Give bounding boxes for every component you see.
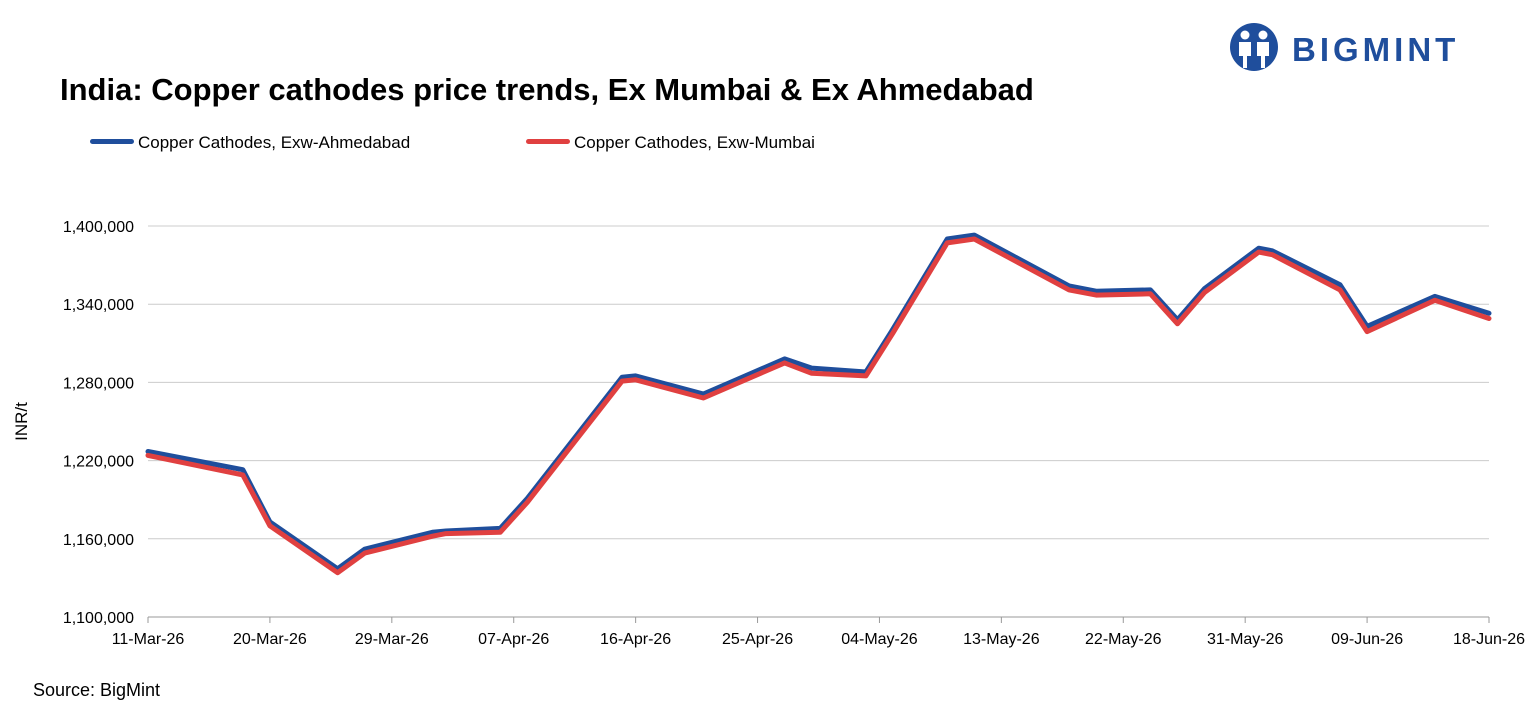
brand-name: BIGMINT: [1292, 31, 1459, 68]
x-tick-label: 09-Jun-26: [1331, 631, 1403, 648]
legend-swatch-mumbai: [526, 139, 570, 145]
x-tick-label: 11-Mar-26: [112, 631, 185, 648]
x-tick-label: 22-May-26: [1085, 631, 1162, 648]
x-tick-label: 29-Mar-26: [355, 631, 429, 648]
y-tick-label: 1,400,000: [63, 219, 134, 236]
y-tick-label: 1,220,000: [63, 454, 134, 471]
y-tick-label: 1,280,000: [63, 375, 134, 392]
legend-label-ahmedabad: Copper Cathodes, Exw-Ahmedabad: [138, 133, 411, 152]
x-tick-label: 04-May-26: [841, 631, 918, 648]
x-tick-label: 31-May-26: [1207, 631, 1284, 648]
x-tick-label: 25-Apr-26: [722, 631, 793, 648]
bigmint-logo-icon: [1230, 23, 1278, 71]
legend-swatch-ahmedabad: [90, 139, 134, 145]
series-line-ahmedabad: [145, 232, 1492, 572]
x-tick-label: 18-Jun-26: [1453, 631, 1525, 648]
y-tick-label: 1,160,000: [63, 532, 134, 549]
x-tick-label: 16-Apr-26: [600, 631, 671, 648]
y-tick-label: 1,340,000: [63, 297, 134, 314]
x-tick-label: 07-Apr-26: [478, 631, 549, 648]
legend-item-mumbai: Copper Cathodes, Exw-Mumbai: [526, 133, 815, 155]
y-tick-label: 1,100,000: [63, 610, 134, 627]
x-tick-label: 13-May-26: [963, 631, 1040, 648]
source-note: Source: BigMint: [33, 680, 161, 700]
y-axis-label: INR/t: [12, 402, 31, 441]
series-line-mumbai: [145, 236, 1492, 576]
x-tick-label: 20-Mar-26: [233, 631, 307, 648]
legend-item-ahmedabad: Copper Cathodes, Exw-Ahmedabad: [90, 133, 410, 155]
legend-label-mumbai: Copper Cathodes, Exw-Mumbai: [574, 133, 815, 152]
bigmint-logo: BIGMINT: [1230, 23, 1459, 71]
chart-title: India: Copper cathodes price trends, Ex …: [60, 72, 1034, 107]
